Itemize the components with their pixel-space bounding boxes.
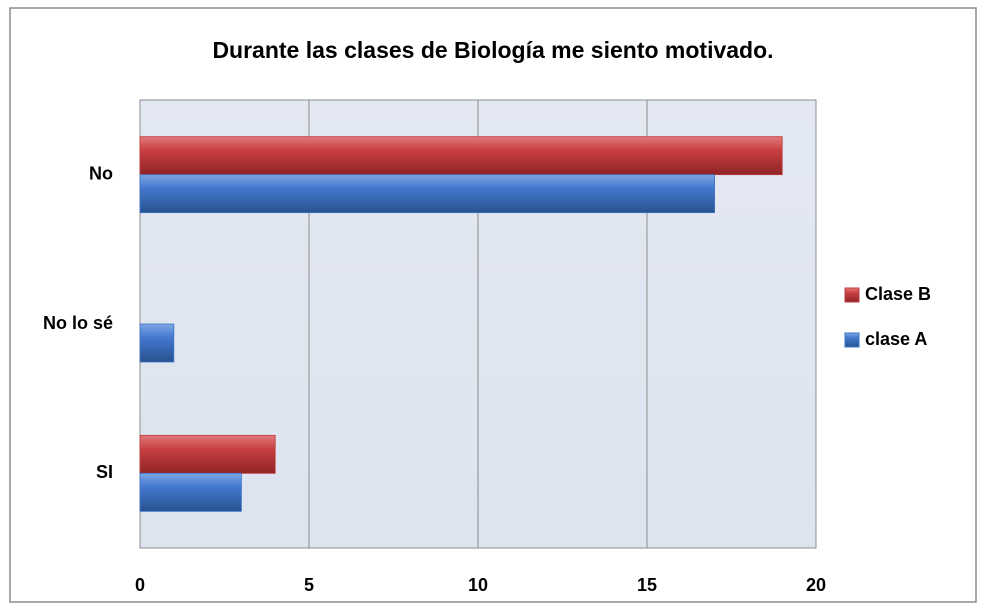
bar	[139, 434, 276, 474]
legend-swatch	[844, 332, 860, 348]
bar	[139, 323, 175, 363]
bar	[139, 472, 242, 512]
x-tick-label: 15	[637, 575, 657, 595]
y-tick-label: No lo sé	[43, 313, 113, 333]
x-tick-label: 10	[468, 575, 488, 595]
x-tick-label: 20	[806, 575, 826, 595]
bar	[139, 136, 783, 176]
x-tick-label: 5	[304, 575, 314, 595]
y-tick-label: No	[89, 163, 113, 183]
legend-swatch	[844, 287, 860, 303]
chart-title: Durante las clases de Biología me siento…	[212, 37, 773, 63]
y-tick-label: SI	[96, 462, 113, 482]
legend-label: Clase B	[865, 284, 931, 304]
legend-label: clase A	[865, 329, 927, 349]
x-tick-label: 0	[135, 575, 145, 595]
bar	[139, 174, 715, 214]
